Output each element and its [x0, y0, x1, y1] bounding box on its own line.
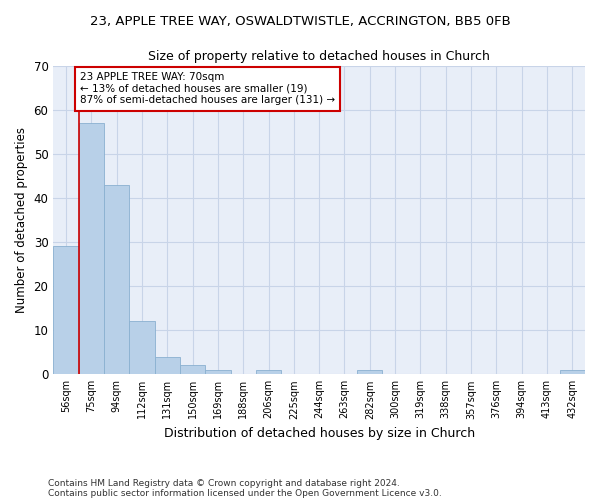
Y-axis label: Number of detached properties: Number of detached properties	[15, 127, 28, 313]
Bar	[205, 370, 230, 374]
Bar	[357, 370, 382, 374]
Bar	[53, 246, 79, 374]
Text: 23 APPLE TREE WAY: 70sqm
← 13% of detached houses are smaller (19)
87% of semi-d: 23 APPLE TREE WAY: 70sqm ← 13% of detach…	[80, 72, 335, 106]
Bar	[129, 322, 155, 374]
Text: Contains public sector information licensed under the Open Government Licence v3: Contains public sector information licen…	[48, 488, 442, 498]
Bar	[560, 370, 585, 374]
Title: Size of property relative to detached houses in Church: Size of property relative to detached ho…	[148, 50, 490, 63]
Bar	[180, 366, 205, 374]
Text: Contains HM Land Registry data © Crown copyright and database right 2024.: Contains HM Land Registry data © Crown c…	[48, 478, 400, 488]
Bar	[256, 370, 281, 374]
Text: 23, APPLE TREE WAY, OSWALDTWISTLE, ACCRINGTON, BB5 0FB: 23, APPLE TREE WAY, OSWALDTWISTLE, ACCRI…	[89, 15, 511, 28]
Bar	[155, 356, 180, 374]
Bar	[79, 123, 104, 374]
X-axis label: Distribution of detached houses by size in Church: Distribution of detached houses by size …	[164, 427, 475, 440]
Bar	[104, 184, 129, 374]
